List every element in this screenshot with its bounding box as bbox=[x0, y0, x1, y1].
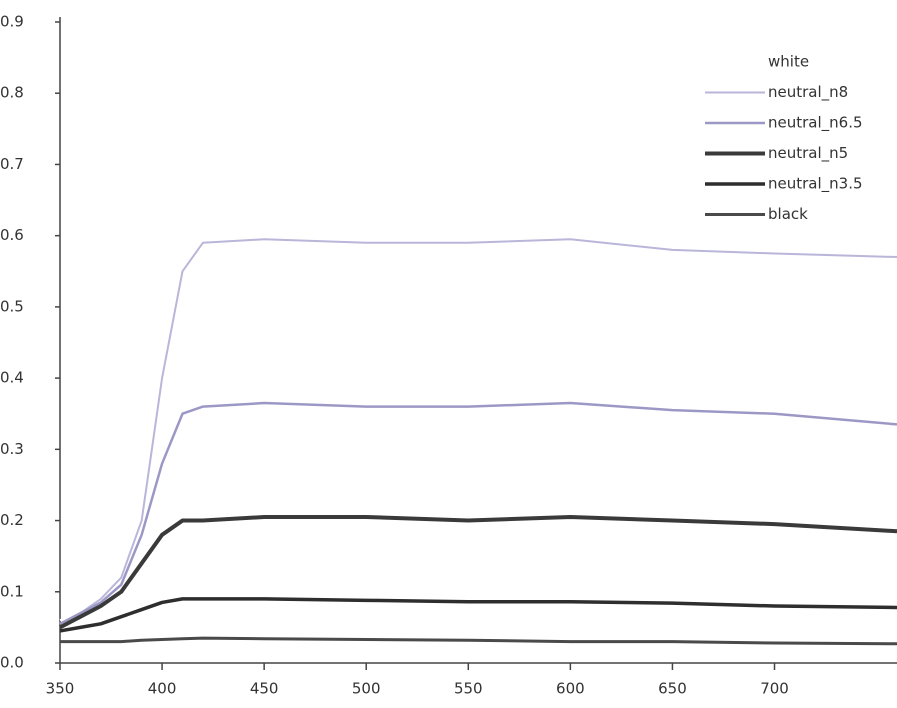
y-tick-label: 0.8 bbox=[0, 84, 24, 102]
x-tick-label: 400 bbox=[148, 680, 177, 698]
series-line bbox=[59, 234, 897, 622]
legend-label: neutral_n8 bbox=[768, 83, 848, 102]
x-tick-label: 550 bbox=[454, 680, 483, 698]
legend-label: neutral_n5 bbox=[768, 144, 848, 163]
y-tick-label: 0.2 bbox=[0, 511, 24, 529]
series-line bbox=[59, 514, 897, 630]
x-tick-label: 650 bbox=[658, 680, 687, 698]
series-line bbox=[59, 238, 897, 625]
y-tick-label: 0.5 bbox=[0, 297, 24, 315]
x-tick-label: 450 bbox=[250, 680, 279, 698]
x-tick-label: 700 bbox=[760, 680, 789, 698]
y-tick-label: 0.1 bbox=[0, 582, 24, 600]
x-tick-label: 600 bbox=[556, 680, 585, 698]
series-line bbox=[59, 401, 897, 625]
series-line bbox=[59, 597, 897, 633]
legend-label: neutral_n3.5 bbox=[768, 175, 863, 194]
y-tick-label: 0.6 bbox=[0, 226, 24, 244]
legend-label: black bbox=[768, 205, 808, 223]
y-tick-label: 0.3 bbox=[0, 440, 24, 458]
series-line bbox=[60, 636, 897, 646]
x-tick-label: 350 bbox=[46, 680, 75, 698]
x-tick-label: 500 bbox=[352, 680, 381, 698]
y-tick-label: 0.0 bbox=[0, 654, 24, 672]
legend-label: white bbox=[768, 53, 809, 71]
legend-label: neutral_n6.5 bbox=[768, 114, 863, 133]
y-tick-label: 0.4 bbox=[0, 369, 24, 387]
y-tick-label: 0.9 bbox=[0, 13, 24, 31]
y-tick-label: 0.7 bbox=[0, 155, 24, 173]
